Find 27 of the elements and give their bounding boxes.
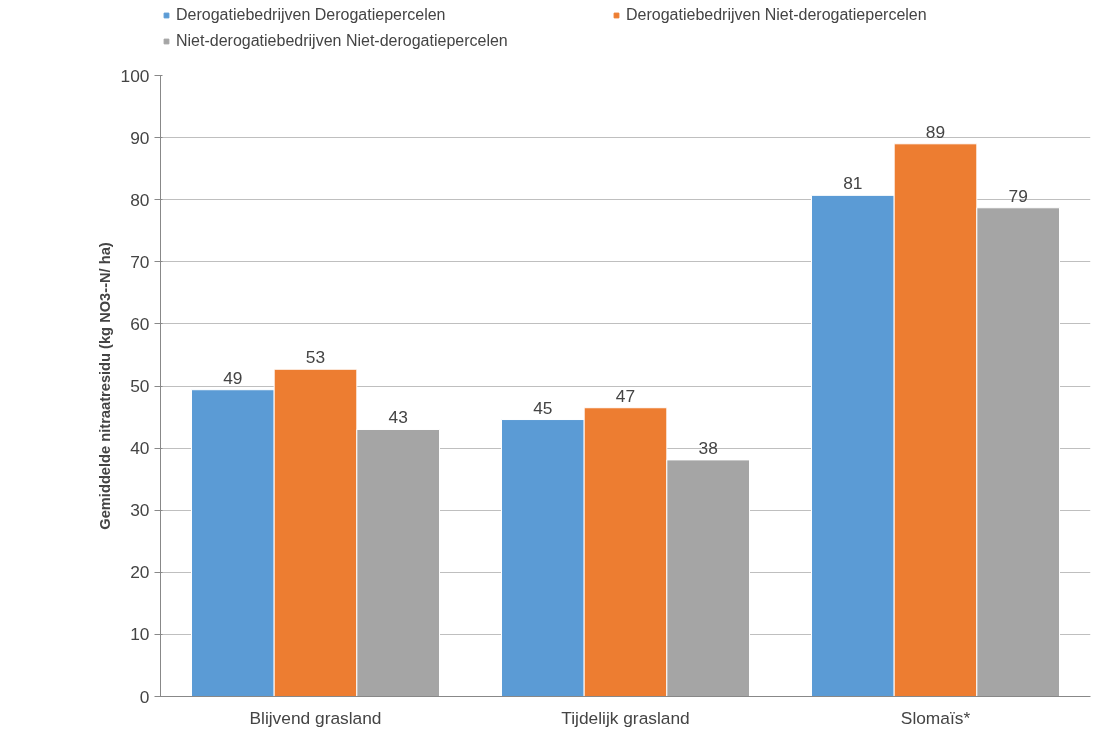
y-tick-label: 0 [139, 686, 150, 707]
data-label: 43 [388, 407, 408, 428]
y-tick-label: 20 [130, 562, 150, 583]
y-tick-label: 80 [130, 189, 150, 210]
y-tick-label: 10 [130, 624, 150, 645]
y-tick-label: 100 [120, 65, 150, 86]
y-tick-label: 90 [130, 127, 150, 148]
data-label: 89 [925, 121, 946, 142]
legend-label: Niet-derogatiebedrijven Niet-derogatiepercelen [176, 32, 509, 50]
y-tick-label: 60 [130, 313, 150, 334]
legend-label: Derogatiebedrijven Derogatiepercelen [176, 6, 447, 24]
x-tick-label: Blijvend grasland [249, 707, 382, 728]
y-axis-title: Gemiddelde nitraatresidu (kg NO3--N/ ha) [96, 242, 113, 530]
data-label: 53 [305, 347, 326, 368]
data-label: 81 [843, 173, 863, 194]
data-label: 45 [533, 397, 553, 418]
data-label: 38 [698, 437, 718, 458]
x-tick-label: Slomaïs* [900, 707, 971, 728]
data-label: 79 [1008, 185, 1028, 206]
legend-label: Derogatiebedrijven Niet-derogatiepercelen [626, 6, 928, 24]
x-tick-label: Tijdelijk grasland [561, 707, 690, 728]
data-label: 47 [615, 385, 636, 406]
y-tick-label: 40 [130, 438, 150, 459]
y-tick-label: 30 [130, 500, 150, 521]
y-tick-label: 70 [130, 251, 150, 272]
data-label: 49 [223, 367, 243, 388]
y-tick-label: 50 [130, 376, 150, 396]
